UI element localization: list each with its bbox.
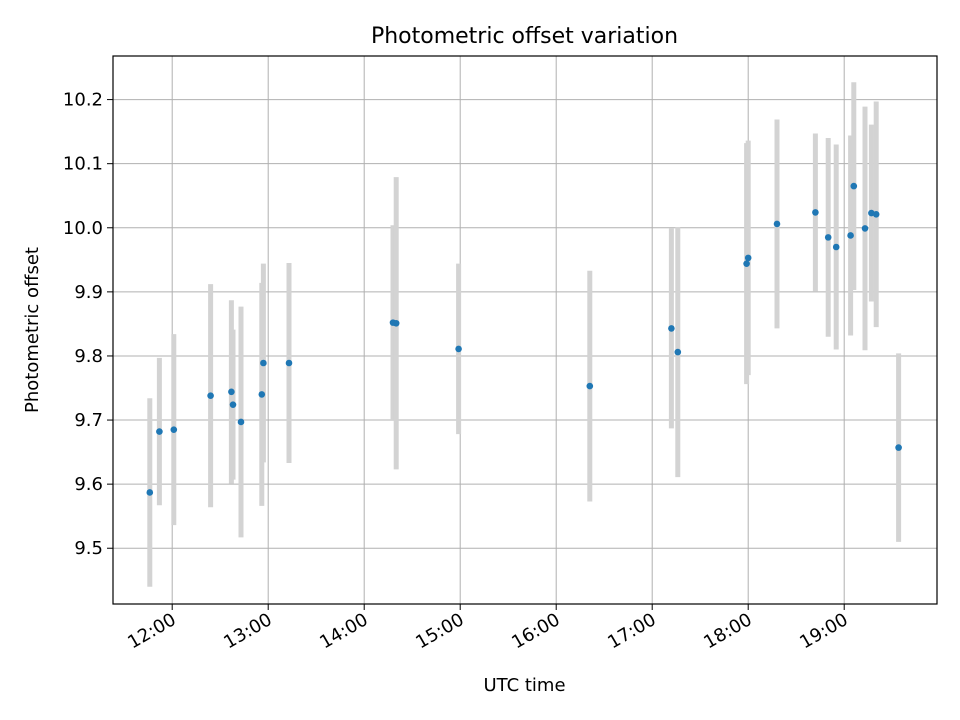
data-point [229,401,237,408]
x-axis-label: UTC time [483,675,565,696]
data-point [832,243,840,251]
data-point [674,348,682,356]
data-point [895,444,902,451]
grid-lines [113,56,937,604]
data-point [170,426,178,433]
data-point [285,359,293,367]
y-tick-label: 10.0 [63,218,103,239]
y-tick-label: 9.9 [74,282,103,303]
y-tick-label: 9.7 [74,410,103,431]
data-point [824,234,832,241]
data-point [146,489,154,496]
data-point [455,345,462,353]
data-point [812,209,819,216]
data-point [744,254,752,262]
y-tick-label: 10.1 [63,154,103,175]
y-axis-ticks: 9.5 9.6 9.7 9.8 9.9 10.0 10.1 10.2 [63,90,113,559]
data-point [872,211,880,218]
data-points [146,182,902,496]
data-point [773,220,781,228]
y-tick-label: 9.6 [74,474,103,495]
data-point [258,391,266,398]
y-axis-label: Photometric offset [22,247,43,413]
y-tick-label: 10.2 [63,90,103,111]
y-tick-label: 9.8 [74,346,103,367]
data-point [586,382,594,390]
y-tick-label: 9.5 [74,538,103,559]
data-point [850,182,858,190]
data-point [847,232,854,239]
data-point [260,359,267,367]
data-point [156,428,163,435]
data-point [861,225,869,232]
data-point [668,325,675,332]
data-point [228,388,235,396]
data-point [392,319,400,327]
data-point [207,392,214,399]
data-point [237,418,245,426]
chart-title: Photometric offset variation [371,24,678,49]
data-point [743,260,750,267]
plot-frame [112,55,938,605]
